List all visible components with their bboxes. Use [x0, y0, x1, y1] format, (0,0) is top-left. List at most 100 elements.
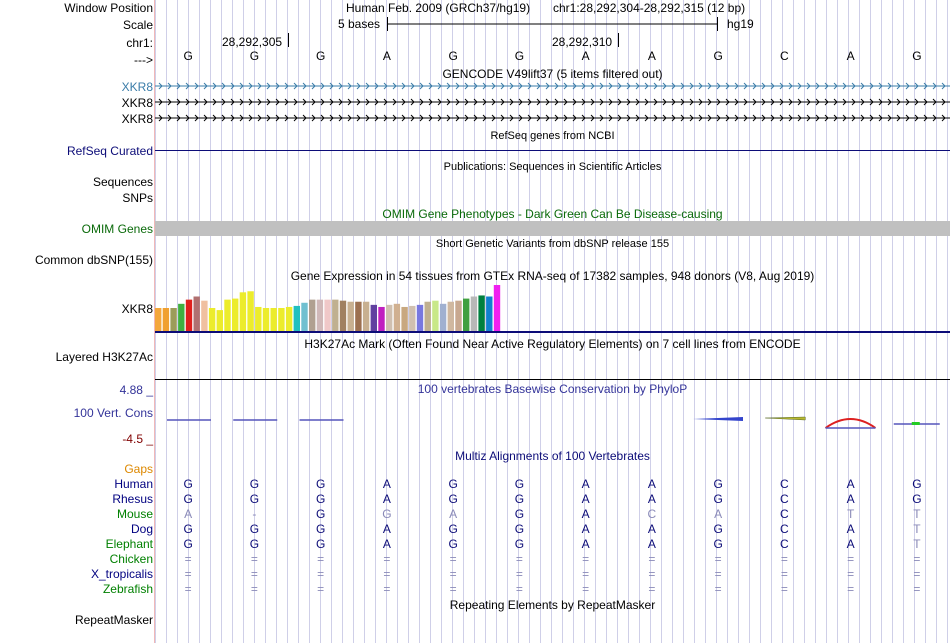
gtex-tissue-bar[interactable] [262, 308, 270, 331]
gencode-transcript-label[interactable]: XKR8 [121, 80, 153, 94]
repeatmasker-label[interactable]: RepeatMasker [74, 613, 153, 627]
aligned-base: G [514, 507, 525, 521]
gridline [947, 0, 948, 643]
position-range: chr1:28,292,304-28,292,315 (12 bp) [553, 1, 746, 15]
aligned-base: A [647, 477, 656, 491]
gtex-tissue-bar[interactable] [470, 296, 478, 332]
gtex-tissue-bar[interactable] [332, 299, 339, 331]
gtex-tissue-bar[interactable] [463, 298, 470, 331]
gtex-tissue-bar[interactable] [439, 303, 447, 331]
gtex-tissue-bar[interactable] [378, 306, 385, 331]
repeatmasker-track-title[interactable]: Repeating Elements by RepeatMasker [449, 598, 656, 612]
dbsnp-track-title[interactable]: Short Genetic Variants from dbSNP releas… [435, 238, 670, 250]
aligned-base: C [780, 537, 789, 551]
gtex-tissue-bar[interactable] [432, 300, 439, 331]
conservation-track-title[interactable]: 100 vertebrates Basewise Conservation by… [417, 382, 688, 396]
gtex-expression-bars[interactable] [155, 284, 950, 332]
species-label[interactable]: Rhesus [112, 492, 153, 506]
species-label[interactable]: Elephant [105, 537, 153, 551]
omim-gene-bar[interactable] [155, 221, 950, 236]
gtex-tissue-bar[interactable] [486, 296, 493, 332]
gtex-tissue-bar[interactable] [255, 306, 262, 331]
gtex-tissue-bar[interactable] [193, 296, 200, 332]
gtex-tissue-bar[interactable] [285, 306, 293, 331]
gtex-tissue-bar[interactable] [324, 299, 331, 331]
gtex-tissue-bar[interactable] [339, 300, 347, 331]
gtex-tissue-bar[interactable] [355, 301, 362, 331]
gtex-tissue-bar[interactable] [424, 301, 431, 331]
strand-label: ---> [134, 53, 153, 67]
gencode-transcript-label[interactable]: XKR8 [121, 112, 153, 126]
gtex-gene-label[interactable]: XKR8 [121, 302, 153, 316]
label-gutter-divider [154, 0, 155, 643]
aligned-base: C [647, 507, 657, 521]
species-label[interactable]: Mouse [116, 507, 153, 521]
species-label[interactable]: Chicken [109, 552, 153, 566]
refseq-track-title[interactable]: RefSeq genes from NCBI [490, 130, 615, 142]
gtex-tissue-bar[interactable] [247, 291, 254, 331]
gencode-transcripts[interactable] [155, 79, 950, 127]
gridline [683, 0, 684, 643]
species-label[interactable]: X_tropicalis [90, 567, 153, 581]
conservation-label[interactable]: 100 Vert. Cons [73, 406, 153, 420]
omim-track-title[interactable]: OMIM Gene Phenotypes - Dark Green Can Be… [382, 207, 723, 221]
gtex-tissue-bar[interactable] [416, 304, 424, 331]
gtex-tissue-bar[interactable] [393, 303, 401, 331]
aligned-base: = [582, 552, 590, 566]
gtex-tissue-bar[interactable] [370, 304, 377, 331]
gtex-tissue-bar[interactable] [216, 310, 223, 331]
gtex-tissue-bar[interactable] [170, 308, 177, 331]
gtex-tissue-bar[interactable] [309, 299, 316, 331]
publications-track-title[interactable]: Publications: Sequences in Scientific Ar… [443, 161, 662, 173]
conservation-plot[interactable] [155, 410, 950, 434]
gtex-tissue-bar[interactable] [278, 308, 285, 331]
multiz-track-title[interactable]: Multiz Alignments of 100 Vertebrates [455, 449, 650, 463]
h3k27ac-label[interactable]: Layered H3K27Ac [55, 350, 153, 364]
gtex-tissue-bar[interactable] [362, 301, 370, 331]
window-position-label: Window Position [64, 1, 153, 15]
gencode-track-title[interactable]: GENCODE V49lift37 (5 items filtered out) [442, 67, 663, 81]
gtex-tissue-bar[interactable] [232, 298, 239, 331]
gtex-track-title[interactable]: Gene Expression in 54 tissues from GTEx … [290, 269, 815, 283]
species-label[interactable]: Human [114, 477, 153, 491]
gtex-tissue-bar[interactable] [162, 308, 170, 331]
gtex-tissue-bar[interactable] [208, 308, 216, 331]
gtex-tissue-bar[interactable] [455, 300, 462, 331]
gridline [793, 0, 794, 643]
gencode-transcript-label[interactable]: XKR8 [121, 96, 153, 110]
aligned-base: = [515, 552, 523, 566]
species-label[interactable]: Zebrafish [102, 582, 153, 596]
species-label[interactable]: Dog [130, 522, 153, 536]
aligned-base: A [449, 507, 458, 521]
omim-genes-label[interactable]: OMIM Genes [81, 222, 153, 236]
gtex-tissue-bar[interactable] [386, 304, 393, 331]
aligned-base: = [582, 582, 590, 596]
h3k27ac-track-title[interactable]: H3K27Ac Mark (Often Found Near Active Re… [304, 337, 801, 351]
aligned-base: T [913, 507, 921, 521]
gtex-tissue-bar[interactable] [270, 308, 277, 331]
gtex-tissue-bar[interactable] [224, 299, 231, 331]
gridline [529, 0, 530, 643]
gtex-tissue-bar[interactable] [409, 305, 416, 331]
gtex-tissue-bar[interactable] [316, 299, 324, 331]
ruler-coordinate-2: 28,292,310 [552, 35, 613, 49]
reference-base: A [382, 49, 391, 63]
gtex-tissue-bar[interactable] [493, 285, 501, 331]
gtex-tissue-bar[interactable] [185, 299, 193, 331]
gtex-tissue-bar[interactable] [347, 301, 354, 331]
gtex-tissue-bar[interactable] [239, 292, 247, 331]
gtex-tissue-bar[interactable] [201, 300, 208, 331]
aligned-base: G [448, 477, 458, 491]
gtex-tissue-bar[interactable] [293, 305, 300, 331]
gtex-tissue-bar[interactable] [401, 306, 408, 331]
refseq-gene-line[interactable] [155, 150, 950, 151]
conservation-mark [693, 417, 743, 421]
refseq-curated-label[interactable]: RefSeq Curated [66, 144, 153, 158]
aligned-base: = [449, 552, 457, 566]
gtex-tissue-bar[interactable] [155, 308, 162, 331]
gtex-tissue-bar[interactable] [178, 303, 185, 331]
gtex-tissue-bar[interactable] [301, 302, 308, 331]
gtex-tissue-bar[interactable] [478, 295, 485, 331]
gtex-tissue-bar[interactable] [447, 301, 454, 331]
